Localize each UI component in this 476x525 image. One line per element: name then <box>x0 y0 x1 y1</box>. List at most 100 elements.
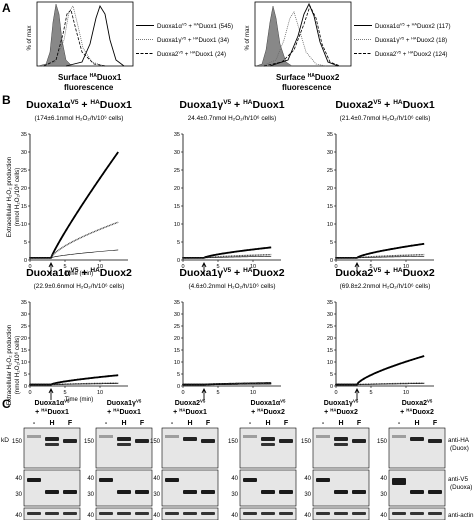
band <box>99 478 113 482</box>
band <box>45 437 59 441</box>
mw-marker: 40 <box>304 476 311 482</box>
band <box>63 439 77 443</box>
x-tick-label: 5 <box>63 390 66 396</box>
data-point <box>394 248 396 250</box>
histogram-legend-duox2: Duoxa1αV5 + HADuox2 (117)Duoxa1γV5 + HAD… <box>354 23 451 58</box>
data-point <box>85 378 87 380</box>
blot-title-1: Duoxa1γV5 <box>324 398 359 407</box>
data-point <box>400 247 402 249</box>
data-point <box>374 251 376 253</box>
data-point <box>383 250 385 252</box>
data-point <box>422 243 424 245</box>
blot-title: Duoxa1α <box>251 400 281 407</box>
lane-label: H <box>265 420 270 427</box>
band <box>135 490 149 494</box>
chart-title-b: + <box>231 267 243 279</box>
band <box>261 512 275 515</box>
data-point <box>77 379 79 381</box>
row-label: anti-V5 <box>448 476 468 483</box>
y-tick-label: 20 <box>327 336 333 342</box>
chart-title-c: Duox1 <box>100 99 132 111</box>
data-point <box>380 370 382 372</box>
mw-marker: 40 <box>87 513 94 519</box>
data-point <box>57 243 59 245</box>
y-tick-label: 20 <box>327 186 333 192</box>
data-point <box>266 247 268 249</box>
y-tick-label: 10 <box>174 360 180 366</box>
lane-label: F <box>206 420 211 427</box>
x-tick-label: 10 <box>250 390 256 396</box>
band <box>428 439 442 443</box>
lane-label: F <box>140 420 145 427</box>
y-tick-label: 25 <box>174 324 180 330</box>
data-point <box>233 251 235 253</box>
mw-marker: 40 <box>15 513 22 519</box>
y-axis-label: Extracellular H₂O₂ production <box>6 324 13 405</box>
y-tick-label: 25 <box>327 324 333 330</box>
y-tick-label: 10 <box>21 360 27 366</box>
data-point <box>383 369 385 371</box>
y-tick-label: 5 <box>24 240 27 246</box>
legend-tail: Duox2 (124) <box>413 51 447 58</box>
y-tick-label: 35 <box>174 300 180 306</box>
data-point <box>358 382 360 384</box>
band <box>392 512 406 515</box>
y-tick-label: 35 <box>21 132 27 138</box>
blot-title: Duox1 <box>185 409 207 416</box>
legend-name: Duoxa1γ <box>375 37 400 44</box>
x-tick-label: 5 <box>216 390 219 396</box>
y-axis-label: (nmol H₂O₂/10⁶ cells) <box>14 168 21 227</box>
blot-sup: V5 <box>353 398 359 403</box>
data-point <box>113 375 115 377</box>
blot-title-1: Duoxa1αV5 <box>251 398 286 407</box>
data-point <box>247 249 249 251</box>
band <box>117 512 131 515</box>
chart-title-sup: HA <box>393 99 403 106</box>
data-point <box>230 251 232 253</box>
histogram-xlabel-main: Duox2 <box>315 73 340 82</box>
data-point <box>369 253 371 255</box>
data-point <box>416 357 418 359</box>
data-point <box>360 255 362 257</box>
band <box>117 490 131 494</box>
legend-tail: Duox2 (18) <box>417 37 448 44</box>
data-point <box>102 173 104 175</box>
data-point <box>414 358 416 360</box>
legend-entry: Duoxa2V5 + HADuox2 (124) <box>375 51 447 58</box>
data-point <box>102 376 104 378</box>
data-point <box>213 254 215 256</box>
blot-title-2: + HADuox1 <box>107 407 141 416</box>
band <box>27 512 41 515</box>
data-point <box>68 380 70 382</box>
blot-box <box>389 428 445 468</box>
data-point <box>221 253 223 255</box>
y-axis-label: Extracellular H₂O₂ production <box>6 156 13 237</box>
blot-title: Duoxa1γ <box>107 400 136 407</box>
data-point <box>405 246 407 248</box>
blot-title-2: + HADuox1 <box>35 407 69 416</box>
band <box>117 437 131 441</box>
data-point <box>235 251 237 253</box>
data-point <box>380 250 382 252</box>
data-point <box>94 377 96 379</box>
band <box>334 443 348 446</box>
band <box>428 490 442 494</box>
blot-box <box>162 428 218 468</box>
lane-label: - <box>398 420 401 427</box>
blot-sup: V5 <box>64 398 70 403</box>
data-point <box>105 169 107 171</box>
y-tick-label: 30 <box>21 312 27 318</box>
mw-marker: 40 <box>380 476 387 482</box>
data-point <box>263 247 265 249</box>
mw-marker: 150 <box>228 439 239 445</box>
h2o2-chart: Duoxa1γV5 + HADuox2(4.6±0.2nmol H₂O₂/h/1… <box>174 267 285 400</box>
data-point <box>105 376 107 378</box>
chart-title-b: + <box>78 99 90 111</box>
chart-title-c: Duox1 <box>253 99 285 111</box>
band <box>183 512 197 515</box>
data-point <box>63 381 65 383</box>
mw-marker: 40 <box>87 476 94 482</box>
data-point <box>422 356 424 358</box>
